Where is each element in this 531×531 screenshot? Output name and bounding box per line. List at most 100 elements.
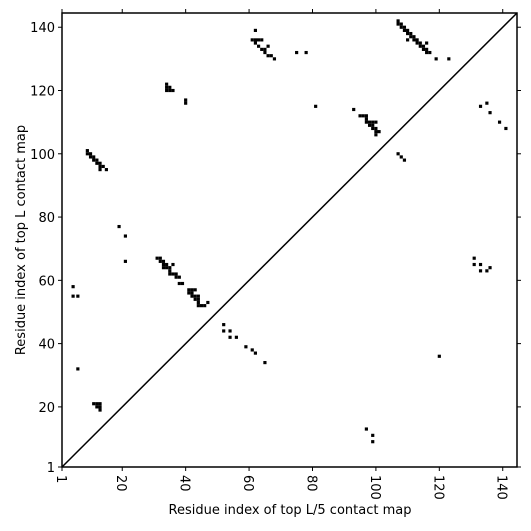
contact: [161, 266, 166, 270]
contact: [193, 297, 197, 301]
contact: [250, 38, 254, 42]
contact: [412, 38, 416, 42]
contact: [88, 155, 93, 159]
contact: [396, 22, 400, 26]
contact: [266, 54, 270, 58]
contact: [158, 256, 162, 260]
contact: [253, 28, 257, 32]
contact: [260, 47, 264, 51]
contact: [406, 31, 410, 36]
contact: [187, 288, 191, 292]
contact: [196, 297, 200, 301]
contact: [406, 28, 410, 32]
contact: [206, 300, 210, 305]
contact: [203, 304, 207, 308]
contact: [437, 354, 441, 358]
contact: [228, 335, 232, 339]
contact: [168, 269, 172, 273]
contact: [358, 114, 362, 118]
contact: [485, 269, 489, 273]
contact: [263, 50, 267, 55]
contact: [76, 294, 80, 298]
contact: [196, 294, 200, 298]
contact: [161, 259, 166, 263]
contact: [409, 35, 413, 39]
contact: [98, 402, 102, 406]
y-tick-label: 20: [38, 401, 55, 416]
contact: [95, 402, 99, 406]
contact: [222, 323, 226, 327]
contact: [421, 44, 426, 48]
contact: [196, 304, 200, 308]
contact: [374, 130, 378, 134]
contact: [364, 427, 368, 431]
contact: [406, 38, 410, 42]
contact: [371, 123, 375, 127]
y-tick-label: 120: [30, 85, 55, 100]
contact: [190, 291, 194, 295]
contact: [187, 291, 191, 295]
contact: [98, 161, 102, 165]
contact: [71, 294, 75, 298]
contact: [447, 57, 451, 61]
y-tick-label: 100: [30, 148, 55, 163]
contact: [425, 50, 429, 55]
contact: [76, 367, 80, 371]
contact: [402, 158, 407, 162]
contact: [95, 405, 99, 409]
contact: [123, 234, 127, 238]
contact: [85, 152, 89, 156]
contact: [472, 256, 476, 260]
contact: [402, 28, 407, 32]
contact: [250, 348, 254, 352]
contact: [418, 41, 422, 45]
contact: [472, 262, 476, 267]
contact: [488, 111, 492, 115]
x-tick-label: 80: [303, 475, 318, 492]
contact: [478, 269, 483, 273]
contact: [260, 38, 264, 42]
contact: [168, 88, 172, 93]
contact: [155, 256, 159, 260]
contact: [364, 120, 368, 124]
contact: [361, 114, 365, 118]
contact: [266, 44, 270, 48]
contact: [399, 22, 403, 26]
contact: [174, 272, 178, 276]
contact: [85, 149, 89, 153]
contact: [165, 82, 169, 86]
contact: [371, 433, 375, 437]
contact: [165, 85, 169, 89]
contact: [272, 57, 277, 61]
contact: [104, 168, 108, 172]
contact: [165, 262, 169, 267]
x-tick-label: 40: [177, 475, 192, 492]
y-axis-label: Residue index of top L contact map: [14, 125, 29, 355]
contact: [171, 272, 175, 276]
contact: [92, 402, 96, 406]
contact: [95, 161, 99, 165]
contact: [98, 405, 102, 409]
contact: [364, 114, 368, 118]
contact: [399, 25, 403, 29]
contact: [367, 123, 372, 127]
contact: [399, 155, 403, 159]
contact: [184, 98, 188, 102]
contact: [425, 47, 429, 51]
x-tick-label: 120: [430, 475, 445, 500]
contact: [425, 41, 429, 45]
contact: [88, 152, 93, 156]
x-tick-label: 140: [494, 475, 509, 500]
x-axis-label: Residue index of top L/5 contact map: [169, 503, 412, 518]
contact: [228, 329, 232, 333]
contact: [165, 88, 169, 93]
contact: [497, 120, 502, 124]
contact: [92, 155, 96, 159]
contact: [304, 50, 308, 55]
contact: [295, 50, 299, 55]
y-tick-label: 40: [38, 338, 55, 353]
contact: [428, 50, 432, 55]
contact: [171, 88, 175, 93]
contact: [180, 281, 185, 286]
